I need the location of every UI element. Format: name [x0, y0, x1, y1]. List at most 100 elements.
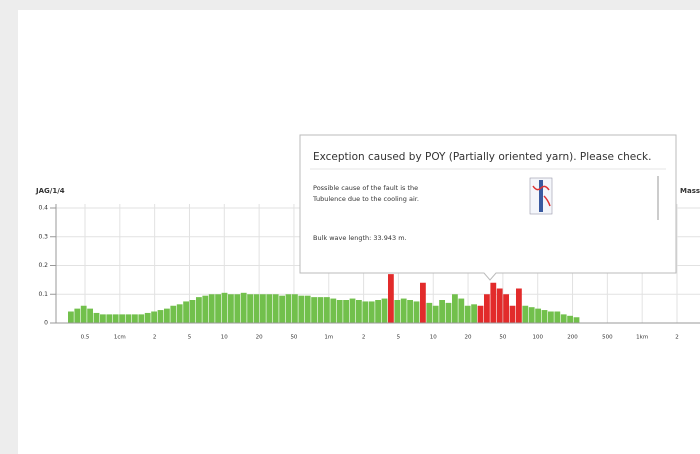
- bar: [93, 312, 100, 323]
- bar: [375, 300, 381, 323]
- bar: [560, 314, 567, 323]
- bar: [573, 317, 580, 323]
- bar: [100, 314, 106, 323]
- right-label: Mass: [680, 187, 700, 195]
- bar: [343, 300, 349, 323]
- bar: [336, 300, 343, 323]
- bar: [368, 301, 375, 323]
- bar: [266, 294, 273, 323]
- x-tick-label: 20: [465, 335, 472, 341]
- bar: [138, 314, 145, 323]
- bar: [317, 297, 324, 323]
- x-tick-label: 20: [256, 335, 263, 341]
- bar: [240, 292, 247, 323]
- bar: [548, 311, 554, 323]
- x-tick-label: 10: [221, 335, 228, 341]
- x-tick-label: 50: [290, 335, 297, 341]
- bar: [228, 294, 234, 323]
- bar: [471, 304, 477, 323]
- y-tick-label: 0.2: [38, 262, 48, 269]
- bar: [298, 295, 305, 323]
- x-tick-label: 1cm: [114, 335, 126, 341]
- bar: [272, 294, 279, 323]
- bar: [176, 304, 183, 323]
- y-tick-label: 0.1: [38, 291, 48, 298]
- bar: [112, 314, 119, 323]
- bar: [356, 300, 362, 323]
- x-tick-label: 5: [188, 335, 192, 341]
- y-axis-label: JAG/1/4: [35, 187, 65, 195]
- x-tick-label: 1km: [636, 335, 648, 341]
- bar: [458, 298, 465, 323]
- bar: [477, 305, 484, 323]
- bar: [215, 294, 221, 323]
- bar: [426, 302, 433, 323]
- bar: [452, 294, 458, 323]
- bar: [484, 294, 490, 323]
- bar: [183, 301, 189, 323]
- y-tick-label: 0: [44, 320, 48, 327]
- bar: [503, 294, 509, 323]
- bar: [189, 300, 196, 323]
- bar: [132, 314, 138, 323]
- bar: [432, 305, 439, 323]
- bar: [196, 297, 202, 323]
- bar: [170, 305, 177, 323]
- bar: [68, 311, 74, 323]
- bar: [522, 305, 529, 323]
- x-tick-label: 5: [397, 335, 401, 341]
- chart: 0 0.1 0.2 0.3 0.4 0.5 1cm 2 5 10 20 50 1m 2 5 10 20 50 100…: [38, 204, 700, 341]
- fault-icon: [529, 177, 553, 215]
- tooltip-detail: Bulk wave length: 33.943 m.: [313, 234, 407, 242]
- x-tick-label: 2: [362, 335, 366, 341]
- bar: [567, 315, 573, 323]
- bar: [247, 294, 253, 323]
- x-tick-label: 1m: [324, 335, 333, 341]
- bar: [528, 307, 535, 323]
- tooltip: Exception caused by POY (Partially orien…: [299, 134, 677, 281]
- bar: [144, 312, 151, 323]
- scrollbar: [657, 176, 659, 220]
- bar: [125, 314, 132, 323]
- tooltip-title: Exception caused by POY (Partially orien…: [313, 151, 651, 163]
- bar: [445, 302, 452, 323]
- bar: [106, 314, 113, 323]
- bar: [324, 297, 330, 323]
- bar: [260, 294, 266, 323]
- bar: [221, 292, 228, 323]
- y-tick-label: 0.4: [38, 205, 48, 212]
- bar: [516, 288, 522, 323]
- x-tick-label: 2: [153, 335, 157, 341]
- bar: [157, 310, 164, 323]
- bar: [439, 300, 445, 323]
- bar: [554, 311, 561, 323]
- x-tick-label: 200: [567, 335, 578, 341]
- tooltip-box: [299, 134, 677, 281]
- bar: [285, 294, 292, 323]
- bar: [420, 282, 426, 323]
- bar: [362, 301, 369, 323]
- bar: [279, 295, 285, 323]
- bar: [304, 295, 311, 323]
- x-tick-label: 10: [430, 335, 437, 341]
- x-tick-label: 0.5: [81, 335, 90, 341]
- bar: [234, 294, 241, 323]
- bar: [202, 295, 209, 323]
- bar: [253, 294, 260, 323]
- x-tick-label: 50: [499, 335, 506, 341]
- x-tick-label: 500: [602, 335, 613, 341]
- bar: [80, 305, 87, 323]
- bar: [541, 310, 548, 323]
- bar: [208, 294, 215, 323]
- bar: [74, 308, 81, 323]
- bar: [490, 282, 497, 323]
- bar: [407, 300, 413, 323]
- bar: [400, 298, 407, 323]
- bar: [330, 298, 337, 323]
- tooltip-cause: Tubulence due to the cooling air.: [312, 195, 419, 203]
- bar: [464, 305, 471, 323]
- bar: [496, 288, 503, 323]
- bar: [394, 300, 401, 323]
